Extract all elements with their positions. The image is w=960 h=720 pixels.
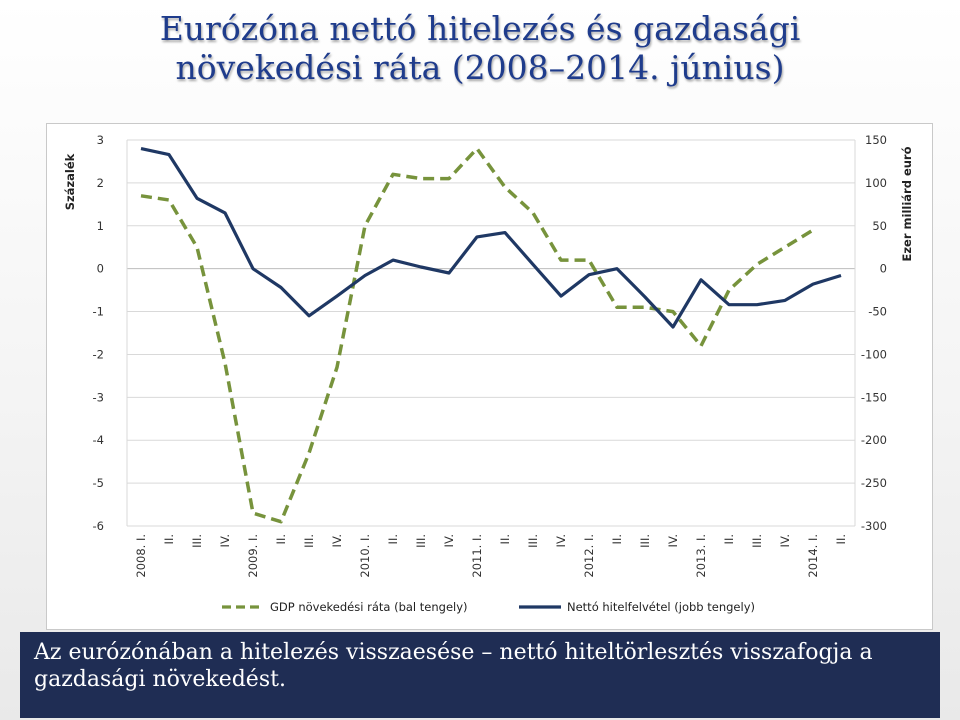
x-tick-label: III. (414, 534, 428, 548)
right-tick-label: -50 (868, 305, 887, 319)
x-tick-label: II. (162, 534, 176, 544)
legend: GDP növekedési ráta (bal tengely) Nettó h… (222, 600, 755, 614)
series-lines (140, 146, 842, 524)
right-tick-label: -150 (861, 390, 887, 404)
title-line-2: növekedési ráta (2008–2014. június) (175, 47, 785, 87)
right-tick-label: 100 (865, 176, 887, 190)
x-tick-label: IV. (778, 534, 792, 547)
right-tick-label: 150 (865, 133, 887, 147)
x-tick-label: II. (610, 534, 624, 544)
caption-banner: Az eurózónában a hitelezés visszaesése –… (20, 632, 940, 718)
left-tick-label: -6 (93, 519, 104, 533)
x-tick-label: IV. (218, 534, 232, 547)
x-tick-label: III. (526, 534, 540, 548)
left-axis-title: Százalék (63, 153, 77, 210)
left-tick-label: -4 (93, 433, 104, 447)
left-tick-label: -5 (93, 476, 104, 490)
title-line-1: Eurózóna nettó hitelezés és gazdasági (159, 9, 801, 48)
x-axis-ticks: 2008. I. II. III. IV. 2009. I. II. III. IV. 2010… (134, 534, 848, 578)
left-tick-label: 1 (97, 219, 104, 233)
x-tick-label: III. (302, 534, 316, 548)
caption-text: Az eurózónában a hitelezés visszaesése –… (34, 640, 873, 692)
chart-area: Százalék Ezer milliárd euró 3 2 1 0 -1 -2 -3 -4… (46, 123, 933, 630)
gdp-growth-line (140, 146, 814, 524)
right-tick-label: -300 (861, 519, 887, 533)
line-chart: Százalék Ezer milliárd euró 3 2 1 0 -1 -2 -3 -4… (63, 133, 914, 614)
right-tick-label: 50 (872, 219, 887, 233)
left-tick-label: 2 (97, 176, 104, 190)
x-tick-label: 2012. I. (582, 534, 596, 578)
x-tick-label: IV. (554, 534, 568, 547)
right-axis-ticks: 150 100 50 0 -50 -100 -150 -200 -250 -300 (861, 133, 887, 533)
x-tick-label: II. (386, 534, 400, 544)
right-tick-label: 0 (880, 262, 887, 276)
left-tick-label: -1 (93, 305, 104, 319)
right-tick-label: -100 (861, 347, 887, 361)
x-tick-label: III. (190, 534, 204, 548)
right-axis-title: Ezer milliárd euró (900, 146, 914, 261)
x-tick-label: 2013. I. (694, 534, 708, 578)
right-tick-label: -250 (861, 476, 887, 490)
left-tick-label: 0 (97, 262, 104, 276)
slide-title: Eurózóna nettó hitelezés és gazdasági nö… (0, 9, 960, 88)
x-tick-label: II. (274, 534, 288, 544)
x-tick-label: IV. (666, 534, 680, 547)
x-tick-label: IV. (330, 534, 344, 547)
x-tick-label: 2008. I. (134, 534, 148, 578)
x-tick-label: 2011. I. (470, 534, 484, 578)
x-tick-label: II. (722, 534, 736, 544)
x-tick-label: III. (750, 534, 764, 548)
x-tick-label: 2014. I. (806, 534, 820, 578)
x-tick-label: III. (638, 534, 652, 548)
x-tick-label: 2010. I. (358, 534, 372, 578)
x-tick-label: II. (834, 534, 848, 544)
x-tick-label: 2009. I. (246, 534, 260, 578)
net-borrowing-line (140, 147, 842, 329)
x-tick-label: IV. (442, 534, 456, 547)
x-tick-label: II. (498, 534, 512, 544)
left-axis-ticks: 3 2 1 0 -1 -2 -3 -4 -5 -6 (93, 133, 104, 533)
left-tick-label: -2 (93, 347, 104, 361)
right-tick-label: -200 (861, 433, 887, 447)
left-tick-label: 3 (97, 133, 104, 147)
gridlines (126, 139, 856, 527)
legend-label: Nettó hitelfelvétel (jobb tengely) (567, 600, 755, 614)
legend-label: GDP növekedési ráta (bal tengely) (270, 600, 468, 614)
left-tick-label: -3 (93, 390, 104, 404)
